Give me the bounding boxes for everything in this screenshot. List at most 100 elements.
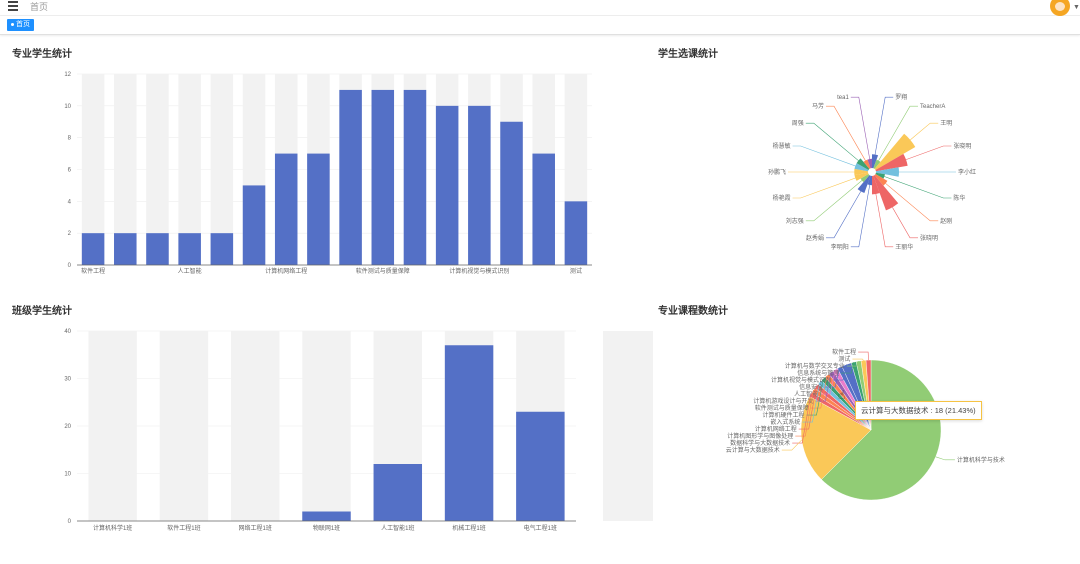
pie-label-line [806, 378, 824, 416]
y-tick-label: 12 [64, 72, 71, 78]
pie-label: 数据科学与大数据技术 [730, 439, 790, 447]
rose-label: 李明阳 [831, 243, 849, 251]
x-tick-label: 网络工程1班 [239, 524, 272, 532]
breadcrumb[interactable]: 首页 [30, 2, 49, 12]
bar [302, 511, 351, 521]
y-tick-label: 4 [68, 199, 72, 205]
rose-slice [875, 153, 908, 172]
bar-background [603, 331, 653, 521]
y-tick-label: 0 [68, 263, 72, 269]
bar [516, 411, 565, 521]
pie-slice [800, 396, 872, 480]
rose-label-line [892, 207, 918, 239]
y-tick-label: 6 [68, 168, 72, 174]
rose-slice [867, 175, 872, 186]
pie-label: 云计算与大数据技术 [726, 446, 780, 454]
x-tick-label: 软件测试与质量保障 [356, 267, 410, 275]
bar [564, 201, 588, 265]
rose-slice [872, 175, 880, 195]
rose-slice [872, 154, 879, 169]
rose-label: TeacherA [920, 104, 945, 110]
rose-label: 张晓明 [953, 142, 971, 150]
y-tick-label: 20 [64, 424, 71, 430]
bar [114, 233, 137, 265]
rose-label-line [874, 96, 894, 155]
pie-tooltip: 云计算与大数据技术 : 18 (21.43%) [855, 401, 982, 420]
rose-label-line [850, 184, 871, 248]
bar-background [210, 74, 234, 265]
pie-label-line [825, 367, 840, 388]
pie-label-line [833, 364, 847, 381]
bar [500, 121, 523, 265]
rose-label: 孙鹏飞 [768, 168, 786, 176]
pie-label-line [798, 386, 817, 430]
bar [532, 153, 555, 265]
bar-background [159, 331, 209, 521]
pie-label-line [852, 358, 864, 361]
bar [307, 153, 330, 265]
x-tick-label: 软件工程 [81, 267, 105, 275]
rose-label-line [884, 176, 952, 199]
panel-title-course-selection: 学生选课统计 [658, 49, 718, 60]
rose-label: 李小红 [958, 168, 976, 176]
rose-slice [875, 172, 885, 179]
bar-background [81, 74, 105, 265]
pie-label: 计算机图形学与图像处理 [727, 432, 793, 440]
rose-slice [860, 174, 870, 183]
pie-label: 计算机视觉与模式识别 [771, 376, 831, 384]
pie-label: 计算机科学与技术 [957, 456, 1005, 464]
pie-label: 人工智能 [794, 390, 818, 398]
rose-slice [857, 175, 871, 194]
rose-label: 陈华 [953, 194, 965, 202]
tab-home[interactable]: 首页 [7, 19, 34, 31]
rose-label-line [850, 96, 871, 160]
x-tick-label: 测试 [570, 267, 582, 275]
hamburger-menu-icon[interactable] [8, 1, 18, 11]
y-tick-label: 40 [64, 329, 71, 335]
rose-slice [867, 158, 872, 169]
pie-label: 软件工程 [832, 348, 856, 356]
bar [178, 233, 201, 265]
rose-label-line [805, 122, 859, 161]
rose-slice [874, 133, 916, 170]
tab-home-label: 首页 [16, 21, 30, 28]
rose-slice [854, 163, 869, 172]
rose-label-line [885, 183, 939, 222]
pie-label: 计算机游戏设计与开发 [753, 397, 813, 405]
y-tick-label: 30 [64, 377, 71, 383]
rose-label: 赵秀娟 [806, 234, 824, 242]
rose-slice [874, 174, 888, 186]
x-tick-label: 计算机科学1班 [93, 524, 132, 532]
pie-label: 嵌入式系统 [770, 418, 800, 426]
bar [146, 233, 169, 265]
x-tick-label: 计算机视觉与模式识别 [449, 267, 509, 275]
y-tick-label: 2 [68, 231, 72, 237]
panel-title-major-students: 专业学生统计 [12, 49, 72, 60]
avatar[interactable] [1050, 0, 1070, 16]
bar [274, 153, 298, 265]
active-dot-icon [11, 22, 14, 26]
bar-background [114, 74, 137, 265]
pie-label-line [792, 394, 812, 444]
rose-label: 刘志强 [786, 217, 804, 225]
panel-title-major-courses: 专业课程数统计 [658, 306, 728, 317]
y-tick-label: 10 [64, 104, 71, 110]
rose-slice [856, 158, 870, 170]
rose-label: 杨慧敏 [773, 142, 791, 150]
bar [444, 345, 494, 521]
bar-background [178, 74, 201, 265]
y-tick-label: 10 [64, 472, 71, 478]
caret-down-icon[interactable]: ▼ [1073, 4, 1080, 11]
bar-background [302, 331, 351, 521]
y-tick-label: 0 [68, 519, 72, 525]
rose-slice [854, 172, 869, 181]
rose-label: 王丽华 [895, 243, 913, 251]
tags-view: 首页 [0, 16, 1080, 35]
x-tick-label: 物联网1班 [313, 524, 340, 532]
rose-label-line [792, 145, 856, 167]
rose-label-line [905, 145, 952, 160]
rose-label: 马芳 [812, 102, 824, 110]
